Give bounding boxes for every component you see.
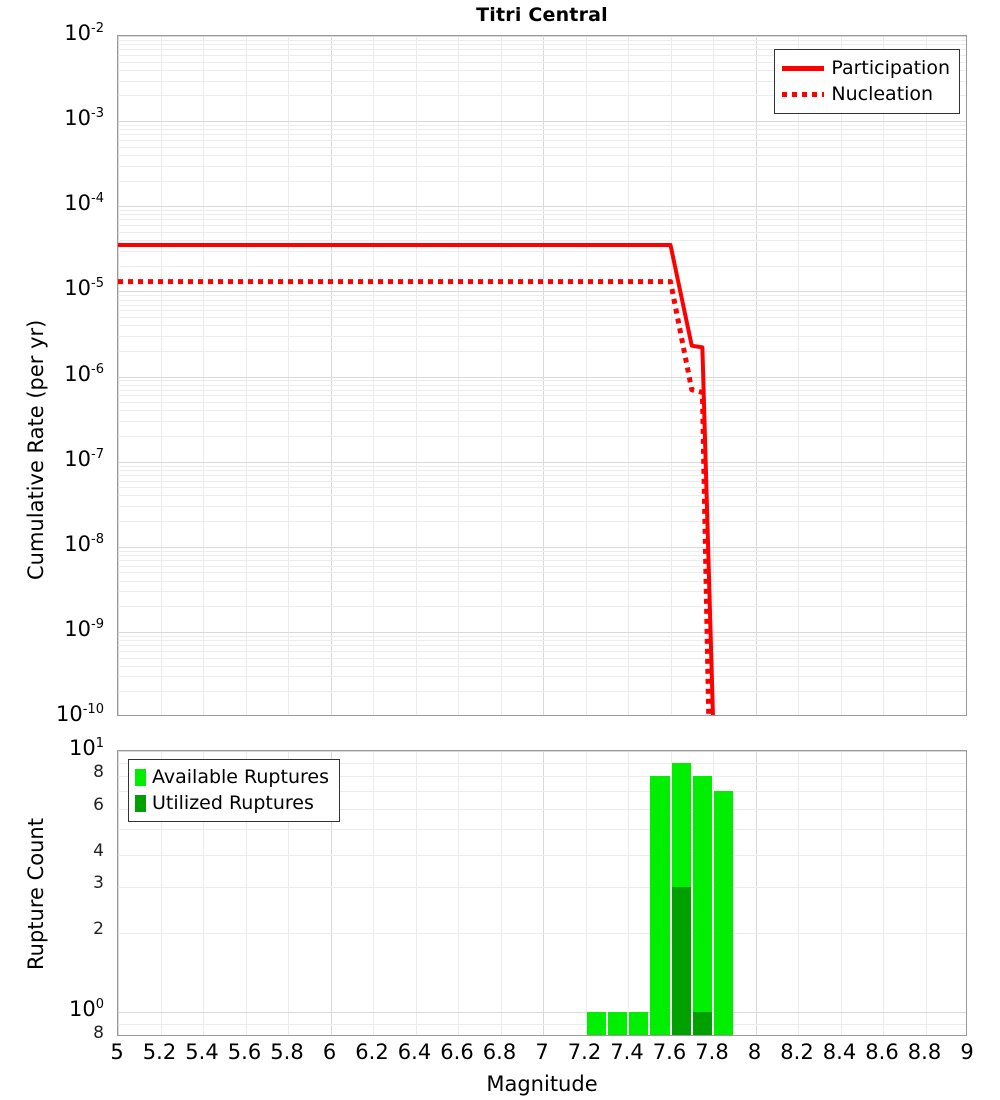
rate-plot: Participation Nucleation	[117, 35, 967, 716]
y-tick-label: 8	[93, 764, 104, 781]
line-dotted-icon	[782, 92, 824, 97]
y-axis-label-count: Rupture Count	[24, 818, 48, 970]
series-participation	[118, 245, 713, 716]
y-tick-label: 10-6	[64, 363, 104, 385]
legend-item-utilized[interactable]: Utilized Ruptures	[135, 790, 329, 816]
x-tick-label: 9	[960, 1040, 973, 1064]
legend-label-available: Available Ruptures	[152, 766, 329, 788]
legend-label-participation: Participation	[831, 57, 950, 79]
x-tick-label: 7.6	[653, 1040, 686, 1064]
y-tick-label: 6	[93, 797, 104, 814]
gridline-vertical	[501, 751, 502, 1035]
gridline-vertical	[416, 751, 417, 1035]
y-tick-label: 3	[93, 875, 104, 892]
x-tick-label: 8.6	[865, 1040, 898, 1064]
x-tick-label: 7.2	[568, 1040, 601, 1064]
gridline-horizontal	[118, 829, 966, 830]
y-tick-label: 10-3	[64, 107, 104, 129]
y-tick-label: 8	[93, 1025, 104, 1042]
x-tick-label: 6.2	[355, 1040, 388, 1064]
legend-item-available[interactable]: Available Ruptures	[135, 764, 329, 790]
legend-label-nucleation: Nucleation	[831, 83, 933, 105]
bar-available	[650, 776, 669, 1036]
x-tick-label: 8.4	[823, 1040, 856, 1064]
rate-curves	[118, 36, 967, 716]
bar-utilized	[693, 1012, 712, 1036]
gridline-horizontal	[118, 1012, 966, 1013]
square-dark-green-icon	[135, 795, 146, 812]
y-axis-ticks-top: 10-1010-910-810-710-610-510-410-310-2	[0, 35, 112, 716]
x-tick-label: 5.2	[143, 1040, 176, 1064]
gridline-vertical	[373, 751, 374, 1035]
x-tick-label: 7.8	[695, 1040, 728, 1064]
bar-available	[629, 1012, 648, 1036]
gridline-vertical	[883, 751, 884, 1035]
x-tick-label: 6.6	[440, 1040, 473, 1064]
gridline-vertical	[756, 751, 757, 1035]
gridline-horizontal	[118, 855, 966, 856]
bar-available	[608, 1012, 627, 1036]
x-tick-label: 5.4	[185, 1040, 218, 1064]
gridline-vertical	[798, 751, 799, 1035]
x-tick-label: 6	[323, 1040, 336, 1064]
gridline-vertical	[458, 751, 459, 1035]
y-tick-label: 10-2	[64, 22, 104, 44]
gridline-horizontal	[118, 933, 966, 934]
legend-label-utilized: Utilized Ruptures	[152, 792, 314, 814]
x-tick-label: 8	[748, 1040, 761, 1064]
x-tick-label: 8.8	[908, 1040, 941, 1064]
page-title: Titri Central	[117, 4, 967, 26]
y-tick-label: 10-10	[56, 703, 104, 725]
y-tick-label: 101	[69, 737, 104, 759]
gridline-horizontal	[118, 887, 966, 888]
x-tick-label: 6.8	[483, 1040, 516, 1064]
figure: Titri Central 10-10 10-9 10-8 10-7 10-6 10-5 1…	[0, 0, 1000, 1100]
gridline-vertical	[628, 751, 629, 1035]
line-solid-icon	[782, 66, 824, 71]
y-tick-label: 2	[93, 921, 104, 938]
bar-available	[714, 791, 733, 1036]
y-tick-label: 4	[93, 843, 104, 860]
legend-ruptures[interactable]: Available Ruptures Utilized Ruptures	[128, 759, 340, 822]
x-tick-label: 7.4	[610, 1040, 643, 1064]
x-axis-label: Magnitude	[117, 1072, 967, 1096]
gridline-vertical	[586, 751, 587, 1035]
x-tick-label: 6.4	[398, 1040, 431, 1064]
x-tick-label: 8.2	[780, 1040, 813, 1064]
y-tick-label: 100	[69, 998, 104, 1020]
y-axis-label-rate: Cumulative Rate (per yr)	[24, 320, 48, 580]
legend-item-nucleation[interactable]: Nucleation	[782, 81, 950, 107]
x-tick-label: 5.6	[228, 1040, 261, 1064]
y-tick-label: 10-5	[64, 277, 104, 299]
bar-available	[587, 1012, 606, 1036]
gridline-vertical	[841, 751, 842, 1035]
gridline-vertical	[118, 751, 119, 1035]
legend-item-participation[interactable]: Participation	[782, 55, 950, 81]
gridline-horizontal	[118, 751, 966, 752]
gridline-vertical	[543, 751, 544, 1035]
y-tick-label: 10-9	[64, 618, 104, 640]
x-tick-label: 5	[110, 1040, 123, 1064]
x-tick-label: 7	[535, 1040, 548, 1064]
y-axis-ticks-bottom: 101864321008	[0, 750, 112, 1036]
bar-available	[693, 776, 712, 1036]
y-tick-label: 10-4	[64, 192, 104, 214]
bar-utilized	[672, 887, 691, 1036]
square-light-green-icon	[135, 769, 146, 786]
legend-rate[interactable]: Participation Nucleation	[774, 49, 960, 114]
x-tick-label: 5.8	[270, 1040, 303, 1064]
gridline-horizontal	[118, 1024, 966, 1025]
gridline-vertical	[926, 751, 927, 1035]
y-tick-label: 10-7	[64, 448, 104, 470]
series-nucleation	[118, 282, 709, 716]
rupture-count-plot: Available Ruptures Utilized Ruptures	[117, 750, 967, 1036]
y-tick-label: 10-8	[64, 533, 104, 555]
